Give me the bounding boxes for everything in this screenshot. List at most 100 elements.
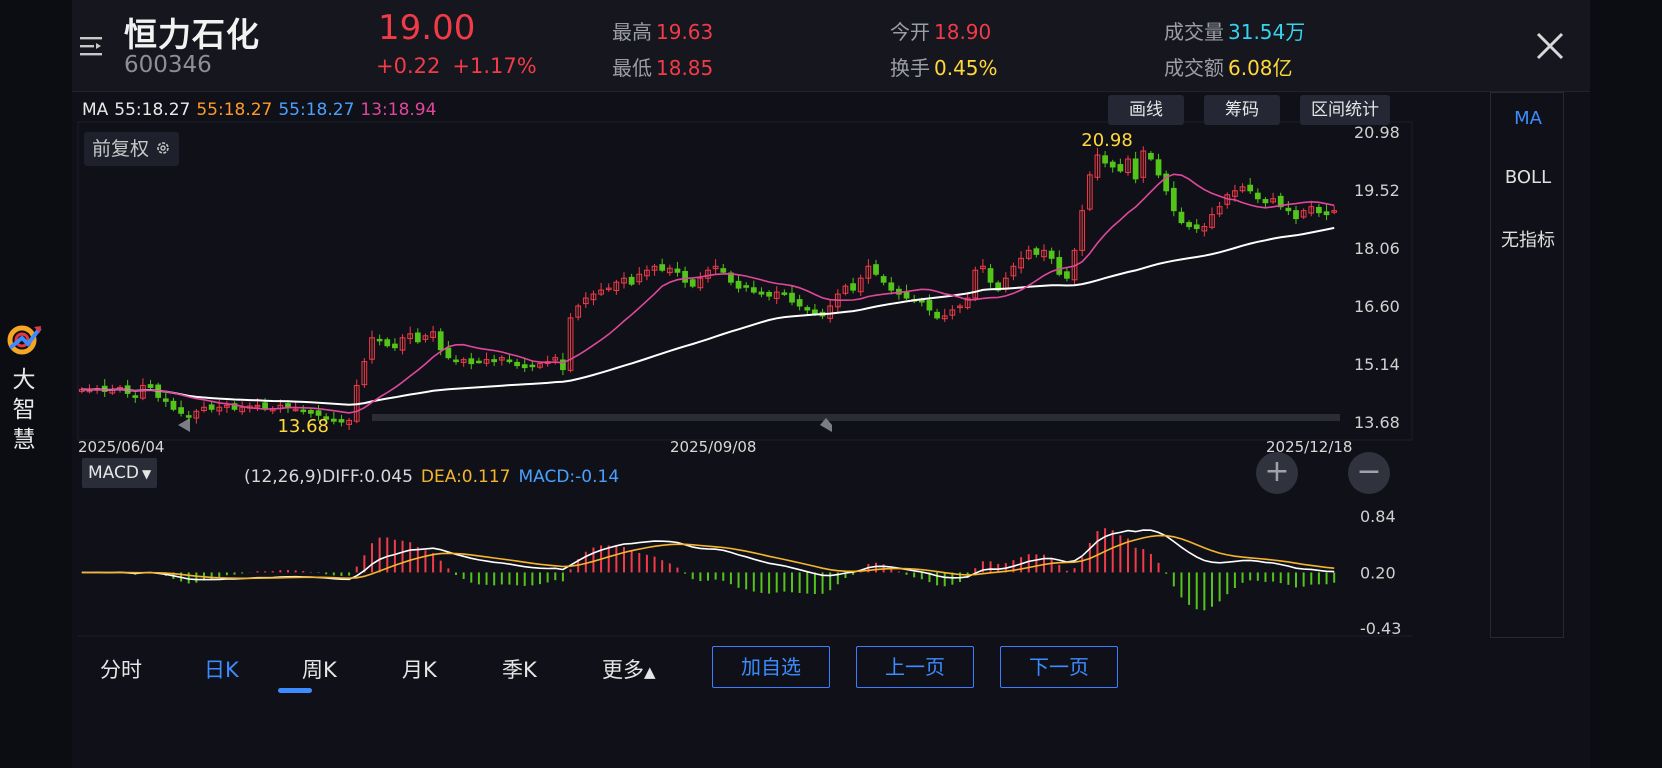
- stat-turnover: 换手 0.45%: [890, 56, 998, 80]
- candle-body: [636, 273, 643, 283]
- candle-body: [369, 337, 375, 360]
- candle-body: [1331, 210, 1338, 213]
- tab-active-indicator: [278, 688, 312, 693]
- indicator-none[interactable]: 无指标: [1501, 230, 1555, 251]
- tab-monthly[interactable]: 月K: [402, 658, 437, 682]
- candle-body: [789, 292, 795, 303]
- x-tick-label: 2025/12/18: [1266, 438, 1352, 456]
- current-price: 19.00: [378, 8, 476, 48]
- candle-body: [1293, 210, 1299, 220]
- candle-body: [1239, 186, 1246, 192]
- ma-fast-line: [81, 173, 1335, 414]
- candle-body: [491, 359, 498, 363]
- gear-icon: [157, 142, 169, 154]
- candle-body: [506, 359, 513, 363]
- candle-body: [605, 287, 612, 291]
- candle-body: [560, 359, 566, 371]
- indicator-boll[interactable]: BOLL: [1504, 167, 1552, 188]
- candle-body: [384, 339, 391, 347]
- candle-body: [926, 299, 933, 311]
- candle-body: [964, 297, 971, 309]
- candle-body: [880, 276, 887, 283]
- quote-header: 恒力石化 600346 19.00 +0.22 +1.17% 最高 19.63 最低…: [72, 0, 1590, 92]
- stat-high: 最高 19.63: [612, 20, 714, 44]
- add-watchlist-button[interactable]: 加自选: [712, 646, 830, 688]
- candle-body: [1102, 155, 1108, 164]
- candle-body: [483, 359, 490, 364]
- tab-intraday[interactable]: 分时: [100, 658, 142, 682]
- candle-body: [689, 279, 696, 287]
- candle-body: [1025, 249, 1032, 259]
- tab-more[interactable]: 更多▲: [602, 654, 656, 684]
- ma1-value: 55:18.27: [114, 100, 191, 120]
- zoom-out-button[interactable]: −: [1348, 452, 1390, 494]
- candle-body: [1277, 195, 1284, 208]
- candle-body: [216, 406, 223, 412]
- tab-daily[interactable]: 日K: [204, 658, 239, 682]
- next-page-button[interactable]: 下一页: [1000, 646, 1118, 688]
- prev-page-button[interactable]: 上一页: [856, 646, 974, 688]
- macd-params: (12,26,9): [244, 467, 323, 487]
- macd-selector[interactable]: MACD ▼: [82, 458, 158, 488]
- indicator-ma[interactable]: MA: [1514, 108, 1542, 129]
- candle-body: [1232, 190, 1238, 197]
- candle-body: [323, 416, 330, 420]
- candle-body: [521, 364, 528, 369]
- tab-weekly[interactable]: 周K: [302, 658, 337, 682]
- candle-body: [873, 264, 879, 275]
- kline-frame: [77, 121, 1413, 441]
- candle-body: [1216, 206, 1223, 215]
- candle-body: [705, 269, 711, 279]
- zoom-in-button[interactable]: +: [1256, 452, 1298, 494]
- close-icon[interactable]: [1534, 30, 1566, 62]
- candle-body: [995, 282, 1002, 291]
- candle-body: [949, 309, 956, 316]
- candle-body: [972, 269, 979, 299]
- candle-body: [498, 357, 505, 361]
- macd-dea-line: [81, 534, 1335, 580]
- candle-body: [1125, 158, 1131, 174]
- scroll-arrow-icon: [178, 418, 190, 432]
- ma-slow-line: [81, 226, 1335, 406]
- candle-body: [460, 359, 467, 363]
- kline-chart[interactable]: 20.98 19.52 18.06 16.60 15.14 13.68 0.84 0.20 -0…: [72, 92, 1418, 640]
- candle-body: [1186, 222, 1192, 228]
- candle-body: [514, 361, 520, 367]
- adjust-mode-label: 前复权: [92, 138, 150, 160]
- x-tick-label: 2025/06/04: [78, 438, 164, 456]
- adjust-mode-button[interactable]: 前复权: [84, 132, 180, 166]
- menu-icon[interactable]: [78, 34, 106, 58]
- dropdown-icon: ▼: [141, 467, 152, 481]
- candle-body: [1178, 211, 1185, 224]
- candle-body: [682, 270, 688, 283]
- chips-button[interactable]: 筹码: [1204, 95, 1280, 125]
- macd-diff: DIFF:0.045: [322, 467, 413, 487]
- candle-body: [812, 309, 818, 315]
- candle-body: [537, 363, 543, 368]
- brand-name: 大智慧: [12, 367, 36, 453]
- candle-body: [720, 268, 727, 273]
- candle-body: [1209, 214, 1215, 228]
- candle-body: [674, 268, 681, 273]
- main-panel: 恒力石化 600346 19.00 +0.22 +1.17% 最高 19.63 最低…: [72, 0, 1590, 768]
- candle-body: [628, 276, 635, 285]
- candle-body: [285, 403, 291, 408]
- range-stats-button[interactable]: 区间统计: [1300, 95, 1390, 125]
- candle-body: [529, 364, 536, 368]
- stock-name: 恒力石化: [124, 15, 260, 54]
- candle-body: [170, 400, 177, 410]
- macd-tick-label: -0.43: [1360, 619, 1401, 638]
- tab-more-label: 更多: [602, 658, 644, 682]
- stat-low: 最低 18.85: [612, 56, 714, 80]
- candle-body: [437, 331, 444, 351]
- tab-quarterly[interactable]: 季K: [502, 658, 537, 682]
- candle-body: [346, 419, 352, 425]
- y-tick-label: 16.60: [1354, 297, 1400, 316]
- candle-body: [1148, 152, 1154, 160]
- price-change: +0.22 +1.17%: [376, 54, 549, 78]
- candle-body: [1247, 184, 1254, 192]
- candle-body: [957, 305, 963, 309]
- candle-body: [735, 280, 742, 289]
- draw-line-button[interactable]: 画线: [1108, 95, 1184, 125]
- candle-body: [201, 406, 207, 411]
